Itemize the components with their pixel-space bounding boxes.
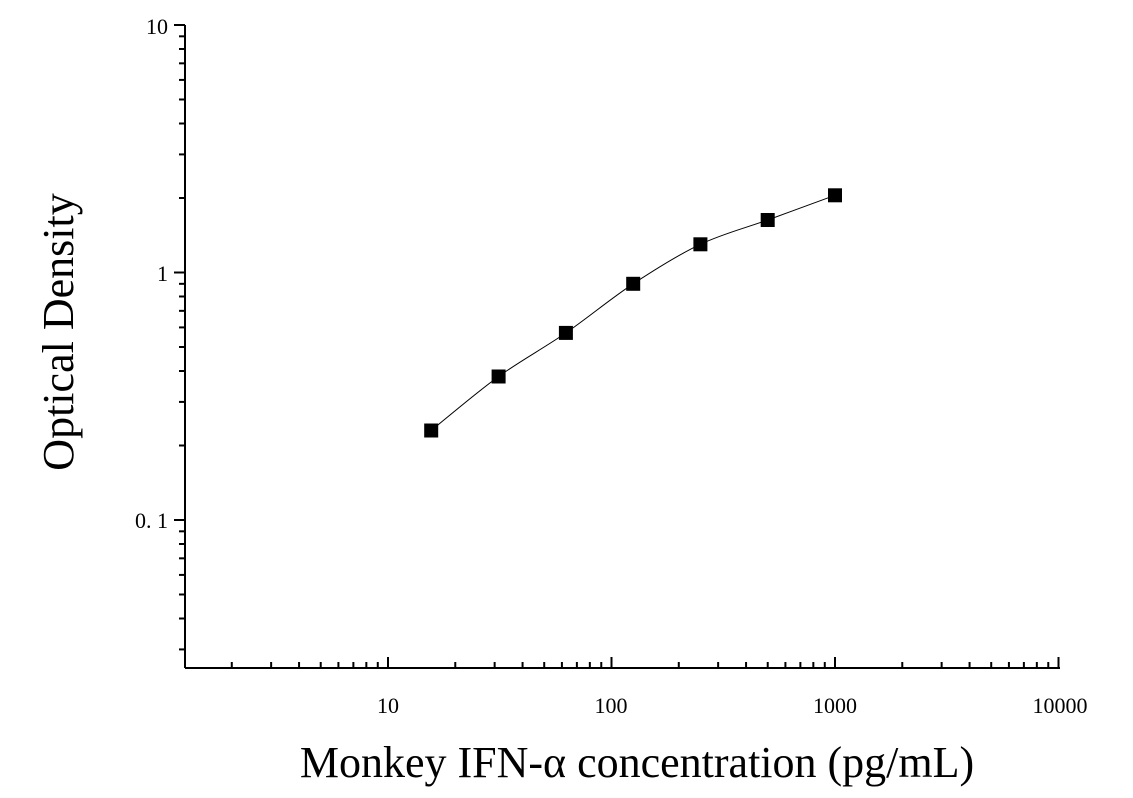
y-ticks [174,24,185,651]
x-tick-label-100: 100 [595,693,628,718]
data-point-6 [760,213,775,227]
y-tick-label-0.1: 0. 1 [135,508,168,533]
x-axis-title: Monkey IFN-α concentration (pg/mL) [300,738,974,787]
x-tick-label-1000: 1000 [813,693,857,718]
x-ticks [230,657,1060,668]
data-points [424,188,842,438]
y-tick-labels: 0. 1 1 10 [135,14,168,533]
data-point-7 [828,188,842,203]
y-tick-label-10: 10 [146,14,168,39]
data-point-4 [626,276,641,291]
x-tick-labels: 10 100 1000 10000 [377,693,1088,718]
data-point-2 [491,369,506,384]
data-point-5 [693,237,708,252]
x-tick-label-10000: 10000 [1033,693,1088,718]
data-point-1 [424,423,439,438]
fit-curve [430,194,836,431]
y-axis-title: Optical Density [34,193,83,470]
axes [184,25,1060,669]
y-tick-label-1: 1 [157,261,168,286]
x-tick-label-10: 10 [377,693,399,718]
data-point-3 [558,325,573,340]
